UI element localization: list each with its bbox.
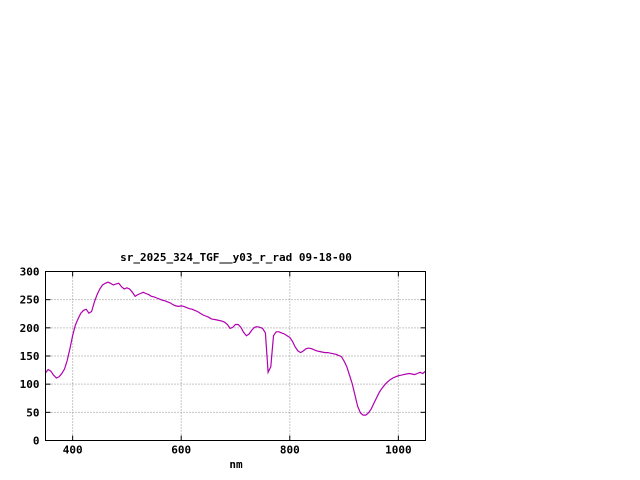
y-tick-label: 50 (26, 406, 39, 419)
series-line (45, 281, 426, 416)
x-tick-label: 800 (280, 444, 300, 457)
y-tick-label: 200 (20, 322, 40, 335)
x-tick-label: 600 (171, 444, 191, 457)
x-tick-label: 400 (63, 444, 83, 457)
y-tick-label: 0 (33, 435, 40, 448)
y-tick-label: 250 (20, 294, 40, 307)
x-tick-label: 1000 (385, 444, 412, 457)
y-tick-label: 100 (20, 378, 40, 391)
y-tick-label: 150 (20, 350, 40, 363)
chart-title: sr_2025_324_TGF__y03_r_rad 09-18-00 (120, 251, 352, 264)
x-axis-label: nm (229, 458, 243, 471)
y-tick-label: 300 (20, 266, 40, 279)
